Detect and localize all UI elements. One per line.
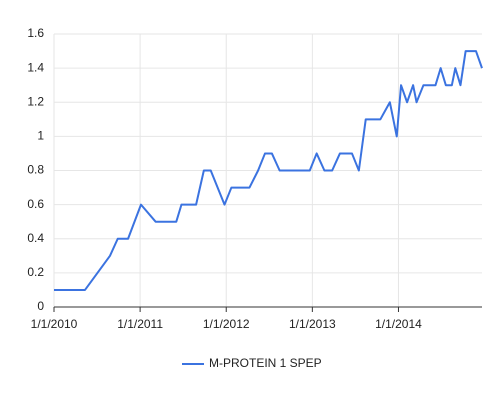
y-tick-label: 0 bbox=[37, 299, 44, 313]
x-tick-label: 1/1/2014 bbox=[375, 317, 422, 331]
x-tick-label: 1/1/2011 bbox=[117, 317, 163, 331]
y-tick-label: 0.2 bbox=[27, 265, 44, 279]
y-tick-label: 1.2 bbox=[27, 94, 44, 108]
y-tick-label: 0.4 bbox=[27, 231, 44, 245]
y-tick-label: 1.4 bbox=[27, 60, 44, 74]
legend-label: M-PROTEIN 1 SPEP bbox=[209, 356, 322, 370]
y-tick-label: 1 bbox=[37, 129, 44, 143]
y-tick-label: 0.6 bbox=[27, 197, 44, 211]
x-tick-label: 1/1/2013 bbox=[289, 317, 336, 331]
data-line bbox=[54, 50, 483, 291]
y-tick-label: 0.8 bbox=[27, 163, 44, 177]
y-tick-label: 1.6 bbox=[27, 26, 44, 40]
x-tick-label: 1/1/2010 bbox=[31, 317, 78, 331]
x-tick-label: 1/1/2012 bbox=[203, 317, 250, 331]
